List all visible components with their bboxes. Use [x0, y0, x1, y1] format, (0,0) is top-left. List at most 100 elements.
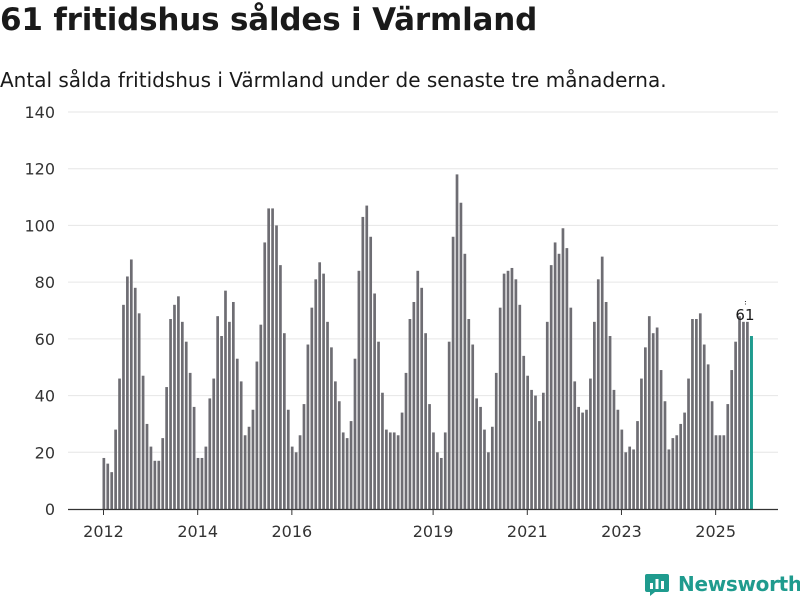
- bar: [734, 341, 737, 509]
- bar: [679, 423, 683, 509]
- bar: [722, 435, 726, 509]
- bar: [129, 259, 133, 509]
- bar: [620, 429, 624, 509]
- x-axis-ticks: 2012 2014 2016 2019 2021 2023 2025: [83, 509, 736, 541]
- bar: [494, 372, 498, 509]
- bar: [702, 344, 706, 509]
- bar: [608, 336, 612, 509]
- bar: [718, 435, 722, 509]
- bar: [228, 321, 231, 509]
- bar: [369, 236, 373, 509]
- bar: [675, 435, 679, 509]
- bar: [479, 406, 482, 509]
- bar: [141, 375, 145, 509]
- highlight-value-label: 61: [735, 306, 754, 324]
- bar: [263, 242, 267, 509]
- bar: [687, 378, 690, 509]
- bar: [302, 404, 306, 509]
- bar: [294, 452, 298, 509]
- bar: [432, 432, 435, 509]
- bar: [149, 446, 153, 509]
- bar: [310, 307, 314, 509]
- bar: [490, 426, 494, 509]
- bar: [695, 319, 698, 509]
- bar: [231, 301, 235, 509]
- highlight-bar: [749, 336, 753, 509]
- bar: [361, 216, 365, 510]
- bar: [173, 304, 176, 509]
- bar: [463, 253, 467, 509]
- bar: [110, 472, 114, 509]
- y-tick-label: 60: [35, 330, 55, 349]
- bar: [451, 236, 455, 509]
- bar: [255, 361, 259, 509]
- bar: [541, 392, 545, 509]
- bar: [216, 316, 219, 509]
- bar: [247, 426, 251, 509]
- bar: [538, 421, 541, 509]
- bar: [153, 460, 157, 509]
- bar: [341, 432, 345, 509]
- bar: [691, 319, 694, 509]
- bar: [459, 202, 463, 510]
- bar: [526, 375, 529, 509]
- bar: [408, 319, 412, 509]
- bar: [208, 398, 212, 509]
- y-tick-label: 140: [24, 103, 55, 122]
- bar: [137, 313, 141, 509]
- bar: [412, 301, 416, 509]
- bar: [514, 279, 518, 509]
- x-tick-label: 2025: [695, 522, 736, 541]
- bar: [400, 412, 404, 509]
- bar: [180, 321, 184, 509]
- bar: [385, 429, 388, 509]
- bar: [632, 449, 635, 509]
- x-tick-label: 2021: [507, 522, 548, 541]
- bar: [345, 438, 349, 509]
- bar: [204, 446, 208, 509]
- bar: [200, 457, 204, 509]
- bar: [738, 316, 741, 509]
- bar: [286, 409, 290, 509]
- bar: [275, 225, 278, 509]
- data-labels: 61: [735, 301, 755, 324]
- bar: [483, 429, 486, 509]
- bar: [467, 319, 471, 509]
- bar: [726, 404, 730, 509]
- x-tick-label: 2019: [413, 522, 454, 541]
- bar: [353, 358, 357, 509]
- bar: [267, 208, 271, 509]
- bar: [655, 327, 659, 509]
- bar: [428, 404, 431, 509]
- chart-subtitle: Antal sålda fritidshus i Värmland under …: [0, 68, 667, 92]
- brand-name: Newsworthy: [678, 572, 800, 596]
- bar: [698, 313, 702, 509]
- bar: [612, 389, 616, 509]
- bar: [381, 392, 384, 509]
- bar: [365, 205, 369, 509]
- bar: [667, 449, 671, 509]
- bar: [271, 208, 274, 509]
- bar: [126, 276, 129, 509]
- bar: [475, 398, 478, 509]
- bar: [306, 344, 310, 509]
- bar: [585, 409, 588, 509]
- bar: [573, 381, 577, 509]
- bar: [596, 279, 600, 509]
- bar: [251, 409, 255, 509]
- bar: [392, 432, 396, 509]
- bar: [169, 319, 172, 509]
- brand-logo[interactable]: Newsworthy: [644, 568, 800, 600]
- bar: [322, 273, 325, 509]
- bar: [118, 378, 121, 509]
- bar: [510, 267, 514, 509]
- bar: [640, 378, 643, 509]
- bar: [683, 412, 686, 509]
- bar: [279, 265, 282, 509]
- bar: [420, 287, 424, 509]
- bar: [235, 358, 239, 509]
- bar: [706, 364, 710, 509]
- bar: [565, 248, 569, 510]
- y-tick-label: 120: [24, 160, 55, 179]
- bar: [224, 290, 227, 509]
